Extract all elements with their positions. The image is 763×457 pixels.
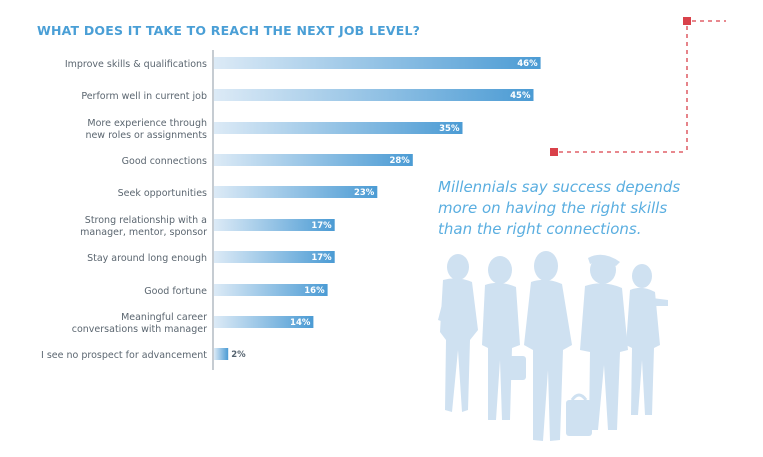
quote-text: Millennials say success depends more on … xyxy=(438,177,738,240)
quote-line-1: Millennials say success depends xyxy=(438,178,681,196)
bar-4 xyxy=(214,186,378,198)
chart-title: WHAT DOES IT TAKE TO REACH THE NEXT JOB … xyxy=(37,23,421,38)
bar-value-label-7: 16% xyxy=(304,286,325,296)
red-square-bottom xyxy=(550,148,558,156)
bar-2 xyxy=(214,122,463,134)
bar-1 xyxy=(214,89,534,101)
bar-value-label-3: 28% xyxy=(389,156,410,166)
bar-value-label-1: 45% xyxy=(510,91,531,101)
bar-value-label-4: 23% xyxy=(354,188,375,198)
category-label-7: Good fortune xyxy=(144,286,207,297)
person-silhouette-2 xyxy=(482,256,526,420)
quote-line-2: more on having the right skills xyxy=(438,199,668,217)
person-silhouette-3 xyxy=(524,251,592,441)
bar-value-label-6: 17% xyxy=(311,253,332,263)
bar-value-label-9: 2% xyxy=(231,350,246,360)
person-silhouette-5 xyxy=(626,264,668,415)
bar-9 xyxy=(214,348,229,360)
quote-line-3: than the right connections. xyxy=(438,220,642,238)
person-silhouette-4 xyxy=(580,254,628,430)
bar-value-label-0: 46% xyxy=(517,59,538,69)
category-label-2-line-0: More experience through xyxy=(87,118,207,129)
bar-value-label-5: 17% xyxy=(311,221,332,231)
red-square-top xyxy=(683,17,691,25)
category-label-4: Seek opportunities xyxy=(118,188,207,199)
bar-value-label-2: 35% xyxy=(439,124,460,134)
category-label-0: Improve skills & qualifications xyxy=(65,59,207,70)
bar-0 xyxy=(214,57,541,69)
bar-3 xyxy=(214,154,413,166)
category-label-9: I see no prospect for advancement xyxy=(41,350,207,361)
category-label-5-line-1: manager, mentor, sponsor xyxy=(80,227,207,238)
bar-8 xyxy=(214,316,314,328)
category-label-8-line-0: Meaningful career xyxy=(121,312,207,323)
category-label-3: Good connections xyxy=(122,156,207,167)
bar-7 xyxy=(214,284,328,296)
category-label-2-line-1: new roles or assignments xyxy=(85,130,207,141)
category-label-1: Perform well in current job xyxy=(81,91,207,102)
category-label-5-line-0: Strong relationship with a xyxy=(85,215,207,226)
bar-value-label-8: 14% xyxy=(290,318,311,328)
bar-5 xyxy=(214,219,335,231)
category-label-6: Stay around long enough xyxy=(87,253,207,264)
person-silhouette-1 xyxy=(438,254,478,412)
category-label-8-line-1: conversations with manager xyxy=(72,324,207,335)
bar-6 xyxy=(214,251,335,263)
